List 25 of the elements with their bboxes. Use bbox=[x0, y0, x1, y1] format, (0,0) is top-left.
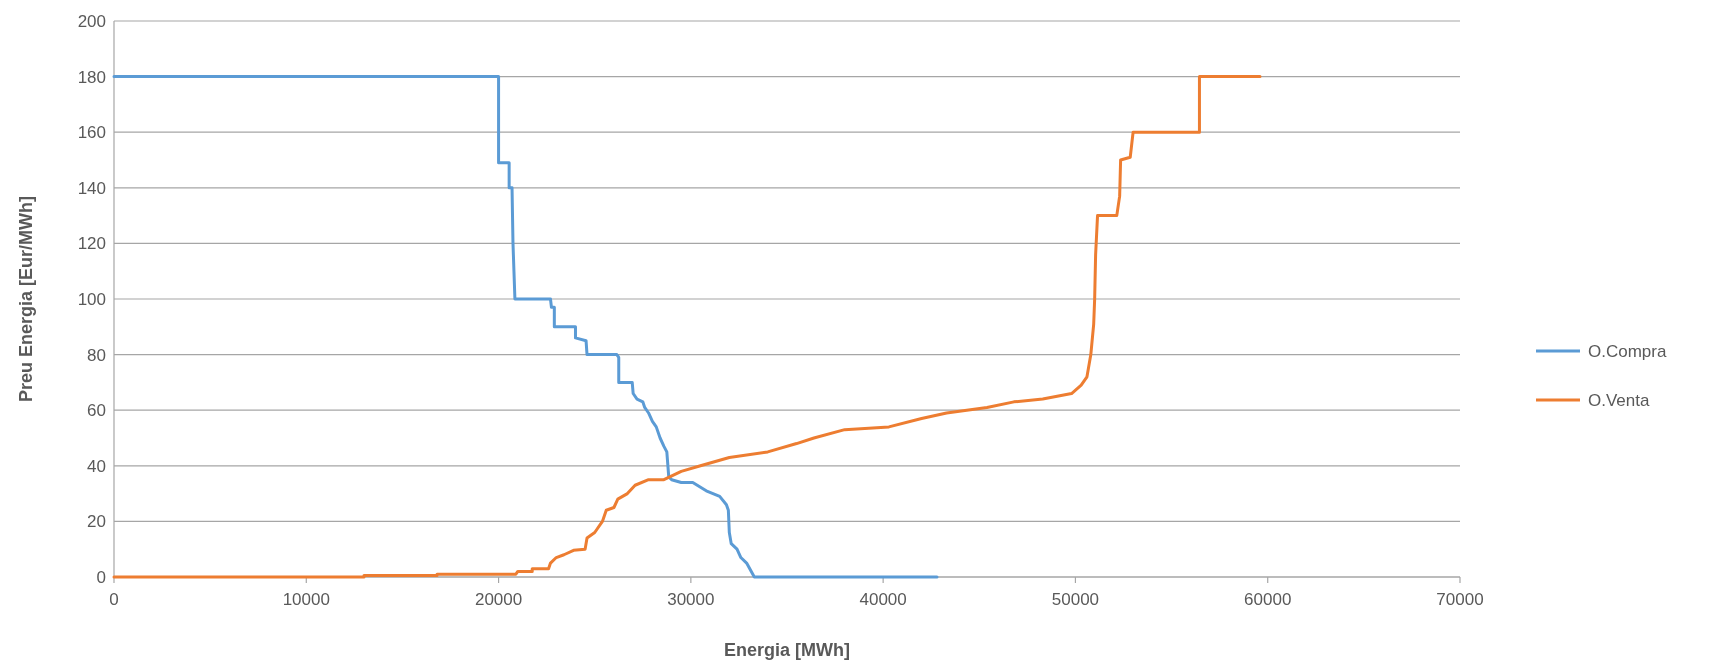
x-tick-label: 10000 bbox=[282, 590, 330, 609]
x-tick-label: 0 bbox=[109, 590, 119, 609]
line-series bbox=[112, 75, 1262, 579]
legend-label: O.Compra bbox=[1588, 342, 1667, 361]
x-tick-label: 30000 bbox=[667, 590, 715, 609]
y-tick-label: 140 bbox=[77, 178, 106, 198]
y-tick-label: 80 bbox=[87, 345, 106, 365]
y-tick-label: 180 bbox=[77, 67, 106, 87]
x-tick-label: 20000 bbox=[474, 590, 523, 609]
y-tick-label: 160 bbox=[77, 123, 106, 143]
y-tick-label: 200 bbox=[77, 12, 106, 31]
x-tick-label: 60000 bbox=[1244, 590, 1292, 609]
y-tick-label: 120 bbox=[77, 234, 106, 254]
y-tick-label: 0 bbox=[96, 568, 106, 587]
x-axis-title: Energia [MWh] bbox=[724, 640, 850, 660]
y-tick-label: 60 bbox=[87, 401, 106, 421]
legend-label: O.Venta bbox=[1588, 391, 1650, 410]
line-series bbox=[112, 75, 939, 579]
x-tick-label: 70000 bbox=[1436, 590, 1484, 609]
x-tick-label: 40000 bbox=[859, 590, 907, 609]
y-tick-label: 40 bbox=[87, 456, 106, 476]
y-tick-label: 100 bbox=[77, 290, 106, 309]
y-tick-label: 20 bbox=[87, 512, 106, 532]
x-tick-label: 50000 bbox=[1051, 590, 1100, 609]
y-axis-title: Preu Energia [Eur/MWh] bbox=[16, 195, 36, 403]
